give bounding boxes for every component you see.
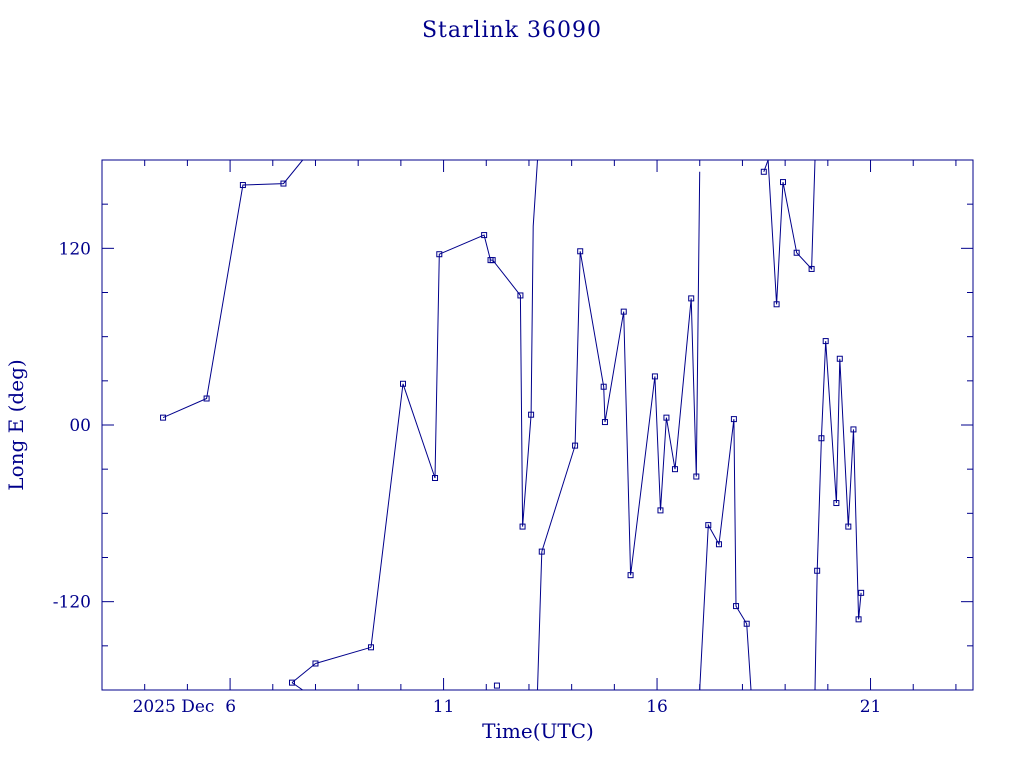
data-point	[436, 251, 443, 258]
data-point	[688, 295, 695, 302]
data-point	[733, 603, 740, 610]
data-point	[833, 500, 840, 507]
plot-frame	[101, 159, 974, 691]
data-point	[160, 414, 167, 421]
y-axis-label: Long E (deg)	[4, 359, 28, 490]
data-point	[203, 395, 210, 402]
series	[160, 160, 865, 690]
data-point	[481, 232, 488, 239]
data-point	[517, 292, 524, 299]
data-point	[845, 523, 852, 530]
data-point	[818, 435, 825, 442]
series-line	[162, 160, 304, 419]
data-point	[693, 473, 700, 480]
series-line	[541, 171, 701, 576]
data-point	[814, 567, 821, 574]
x-tick-label: 11	[433, 697, 455, 717]
series-line	[370, 160, 538, 648]
data-point	[432, 475, 439, 481]
data-point	[600, 383, 607, 390]
data-point	[850, 426, 857, 433]
data-point	[651, 373, 658, 380]
data-point	[367, 644, 374, 651]
data-point	[855, 616, 862, 623]
data-point	[489, 257, 496, 264]
data-point	[493, 682, 500, 689]
data-point	[519, 523, 526, 530]
data-point	[280, 180, 287, 187]
data-point	[822, 338, 829, 345]
data-point	[528, 411, 535, 418]
series-line	[763, 160, 769, 172]
x-axis-label: Time(UTC)	[482, 719, 594, 743]
data-point	[663, 414, 670, 421]
y-tick-label: 00	[69, 416, 91, 436]
series-lines	[162, 160, 862, 690]
data-point	[793, 249, 800, 256]
data-point	[836, 355, 843, 362]
chart-title: Starlink 36090	[422, 18, 602, 43]
data-point	[239, 182, 246, 189]
data-point	[312, 660, 319, 667]
axis-ticks	[101, 160, 973, 690]
data-point	[773, 301, 780, 308]
x-tick-label: 2025 Dec 6	[133, 697, 237, 717]
data-point	[538, 548, 545, 555]
series-line	[315, 646, 372, 664]
data-point	[760, 168, 767, 175]
data-point	[858, 589, 865, 596]
series-line	[291, 663, 316, 683]
data-point	[808, 265, 815, 272]
data-point	[671, 466, 678, 473]
series-markers	[160, 168, 865, 689]
axis-tick-labels: 2025 Dec 6 11 16 21 120 00 -120	[53, 239, 882, 717]
series-line	[291, 682, 303, 690]
data-point	[705, 522, 712, 529]
data-point	[730, 416, 737, 423]
x-tick-label: 16	[646, 697, 668, 717]
y-tick-label: -120	[53, 593, 91, 613]
data-point	[572, 442, 579, 449]
series-line	[537, 551, 543, 690]
data-point	[577, 248, 584, 255]
data-point	[780, 179, 787, 186]
data-point	[627, 572, 634, 579]
series-line	[814, 341, 862, 690]
x-tick-label: 21	[860, 697, 882, 717]
data-point	[601, 419, 608, 426]
data-point	[620, 308, 627, 315]
series-line	[767, 160, 816, 305]
data-point	[400, 380, 407, 387]
data-point	[715, 541, 722, 548]
y-tick-label: 120	[59, 239, 91, 259]
series-line	[699, 419, 752, 690]
data-point	[657, 507, 664, 514]
data-point	[288, 679, 295, 686]
data-point	[743, 620, 750, 627]
